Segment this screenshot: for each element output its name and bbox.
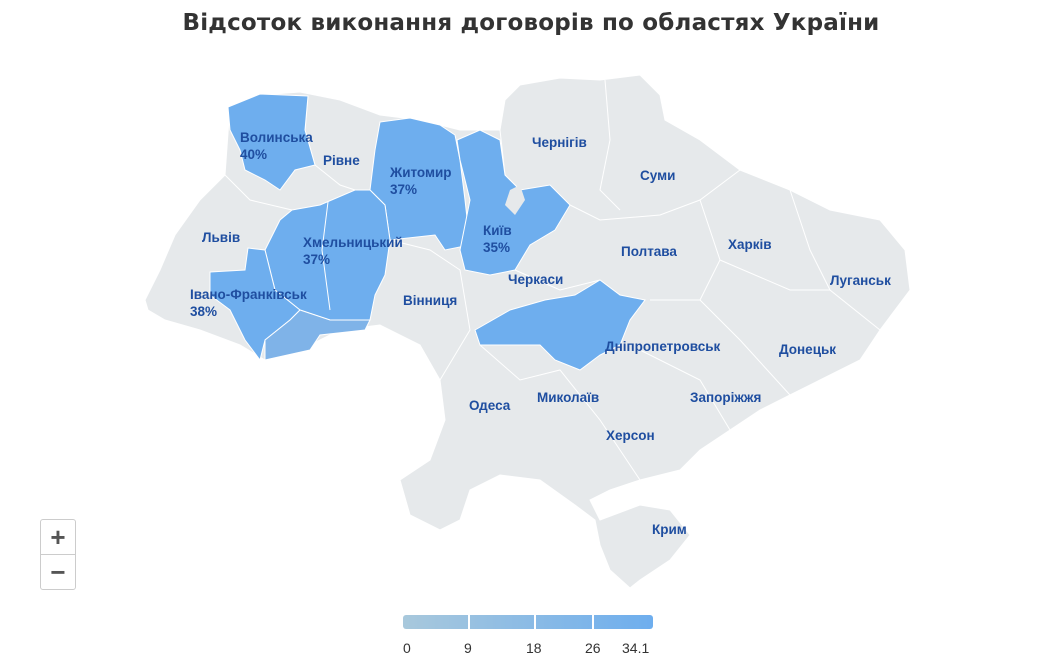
highlighted-regions [209,93,646,371]
legend-separator [534,615,536,629]
value-volyn: 40% [240,147,267,162]
region-labels: Волинська 40% Рівне Житомир 37% Київ 35%… [190,130,891,537]
label-kherson: Херсон [606,428,655,443]
label-vinnytsia: Вінниця [403,293,457,308]
label-sumy: Суми [640,168,675,183]
label-dnipropetrovsk: Дніпропетровськ [605,339,721,354]
label-luhansk: Луганськ [830,273,891,288]
value-khmelnytskyi: 37% [303,252,330,267]
label-crimea: Крим [652,522,687,537]
label-lviv: Львів [202,230,240,245]
label-donetsk: Донецьк [779,342,836,357]
label-zaporizhzhia: Запоріжжя [690,390,761,405]
legend-tick: 0 [403,640,411,656]
label-cherkasy: Черкаси [508,272,563,287]
ternopil-border [321,201,331,311]
legend-tick: 18 [526,640,542,656]
zoom-in-button[interactable]: + [40,519,76,555]
map-title: Відсоток виконання договорів по областях… [182,10,880,36]
legend-tick: 26 [585,640,601,656]
color-legend [403,615,653,629]
label-ivano-frankivsk: Івано-Франківськ [190,287,307,302]
label-mykolaiv: Миколаїв [537,390,599,405]
label-khmelnytskyi: Хмельницький [303,235,403,250]
label-odesa: Одеса [469,398,511,413]
legend-separator [592,615,594,629]
label-kyiv: Київ [483,223,512,238]
region-chernivtsi[interactable] [264,309,371,361]
value-zhytomyr: 37% [390,182,417,197]
label-poltava: Полтава [621,244,677,259]
label-kharkiv: Харків [728,237,772,252]
kyiv-city[interactable] [505,185,525,215]
value-kyiv: 35% [483,240,510,255]
label-chernihiv: Чернігів [532,135,587,150]
legend-separator [468,615,470,629]
label-zhytomyr: Житомир [389,165,452,180]
label-volyn: Волинська [240,130,313,145]
label-rivne: Рівне [323,153,360,168]
legend-tick: 9 [464,640,472,656]
region-volyn[interactable] [227,93,316,191]
legend-tick: 34.1 [622,640,650,656]
value-ivano-frankivsk: 38% [190,304,217,319]
region-dnipropetrovsk[interactable] [474,279,646,371]
zoom-out-button[interactable]: − [40,554,76,590]
